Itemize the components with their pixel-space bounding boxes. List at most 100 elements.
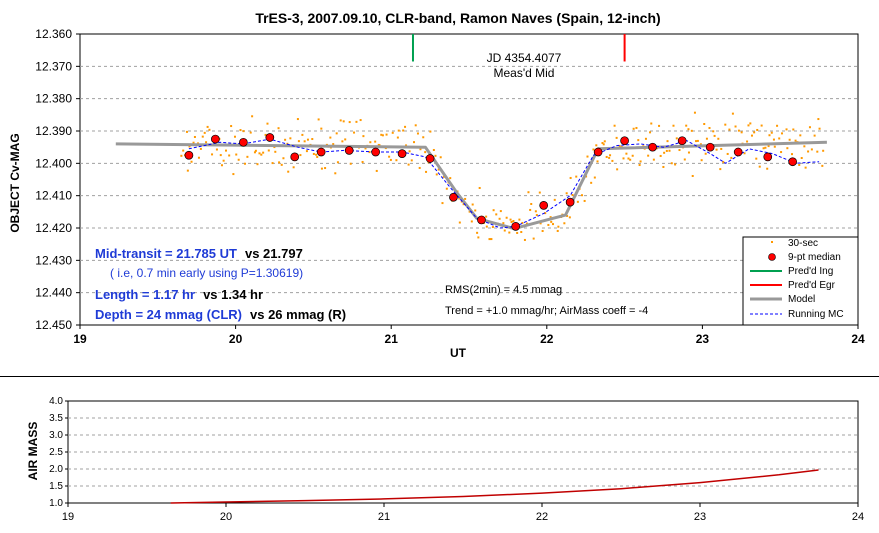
raw-data-point (719, 168, 722, 171)
raw-data-point (499, 210, 502, 213)
raw-data-point (753, 131, 756, 134)
main-y-tick-label: 12.360 (35, 27, 72, 41)
length-annotation: Length = 1.17 hr vs 1.34 hr (95, 287, 263, 302)
median-point (763, 152, 773, 162)
air-y-tick-label: 2.5 (49, 447, 63, 458)
transit-value: Mid-transit = 21.785 UT (95, 246, 237, 261)
raw-data-point (785, 128, 788, 131)
raw-data-point (786, 147, 789, 150)
raw-data-point (713, 134, 716, 137)
main-y-tick-label: 12.420 (35, 221, 72, 235)
raw-data-point (206, 125, 209, 128)
raw-data-point (368, 151, 371, 154)
raw-data-point (418, 166, 421, 169)
raw-data-point (208, 128, 211, 131)
raw-data-point (509, 218, 512, 221)
raw-data-point (476, 231, 479, 234)
main-y-tick-label: 12.400 (35, 156, 72, 170)
raw-data-point (385, 133, 388, 136)
raw-data-point (613, 124, 616, 127)
y-axis-label: OBJECT Cv-MAG (8, 133, 22, 232)
raw-data-point (730, 156, 733, 159)
raw-data-point (246, 155, 249, 158)
legend-item-egress: Pred'd Egr (750, 280, 836, 291)
raw-data-point (764, 146, 767, 149)
raw-data-point (232, 173, 235, 176)
raw-data-point (492, 209, 495, 212)
depth-annotation: Depth = 24 mmag (CLR) vs 26 mmag (R) (95, 307, 346, 322)
raw-data-point (320, 167, 323, 170)
main-y-tick-label: 12.450 (35, 318, 72, 332)
raw-data-point (800, 157, 803, 160)
raw-data-point (441, 202, 444, 205)
raw-data-point (222, 159, 225, 162)
raw-data-point (728, 128, 731, 131)
raw-data-point (364, 147, 367, 150)
raw-data-point (535, 214, 538, 217)
raw-data-point (292, 166, 295, 169)
raw-data-point (551, 223, 554, 226)
raw-data-point (632, 127, 635, 130)
median-point (477, 215, 486, 225)
raw-data-point (609, 154, 612, 157)
raw-data-point (503, 229, 506, 232)
median-point (425, 154, 435, 163)
median-point (788, 157, 797, 167)
raw-data-point (571, 194, 574, 197)
raw-data-point (434, 154, 437, 157)
raw-data-point (731, 112, 734, 115)
raw-data-point (798, 163, 801, 166)
raw-data-point (618, 144, 621, 147)
raw-data-point (635, 126, 638, 129)
raw-data-point (622, 157, 625, 160)
raw-data-point (631, 154, 634, 157)
raw-data-point (289, 137, 292, 140)
raw-data-point (527, 191, 530, 194)
raw-data-point (193, 135, 196, 138)
raw-data-point (348, 121, 351, 124)
raw-data-point (344, 138, 347, 141)
raw-data-point (691, 174, 694, 177)
raw-data-point (770, 131, 773, 134)
raw-data-point (595, 144, 598, 147)
raw-data-point (532, 237, 535, 240)
raw-data-point (220, 164, 223, 167)
legend-30sec-label: 30-sec (788, 238, 818, 249)
raw-data-point (544, 212, 547, 215)
raw-data-point (414, 124, 417, 127)
raw-data-point (672, 124, 675, 127)
legend-item-model: Model (750, 294, 815, 305)
raw-data-point (508, 231, 511, 234)
raw-data-point (526, 222, 529, 225)
raw-data-point (670, 162, 673, 165)
air-x-tick-label: 20 (220, 511, 232, 523)
raw-data-point (755, 157, 758, 160)
raw-data-point (768, 134, 771, 137)
raw-data-point (488, 238, 491, 241)
raw-data-point (760, 124, 763, 127)
raw-data-point (306, 138, 309, 141)
raw-data-point (186, 169, 189, 172)
raw-data-point (549, 216, 552, 219)
raw-data-point (541, 230, 544, 233)
raw-data-point (639, 160, 642, 163)
raw-data-point (521, 221, 524, 224)
raw-data-point (666, 140, 669, 143)
raw-data-point (608, 156, 611, 159)
raw-data-point (342, 120, 345, 123)
raw-data-point (658, 124, 661, 127)
raw-data-point (402, 129, 405, 132)
raw-data-point (256, 163, 259, 166)
raw-data-point (287, 170, 290, 173)
raw-data-point (355, 120, 358, 123)
rms-annotation: RMS(2min) = 4.5 mmag (445, 284, 562, 296)
air-x-tick-label: 22 (536, 511, 548, 523)
raw-data-point (442, 175, 445, 178)
raw-data-point (317, 118, 320, 121)
raw-data-point (780, 151, 783, 154)
raw-data-point (271, 162, 274, 165)
raw-data-point (724, 123, 727, 126)
raw-data-point (695, 140, 698, 143)
raw-data-point (740, 131, 743, 134)
median-point (593, 147, 603, 157)
